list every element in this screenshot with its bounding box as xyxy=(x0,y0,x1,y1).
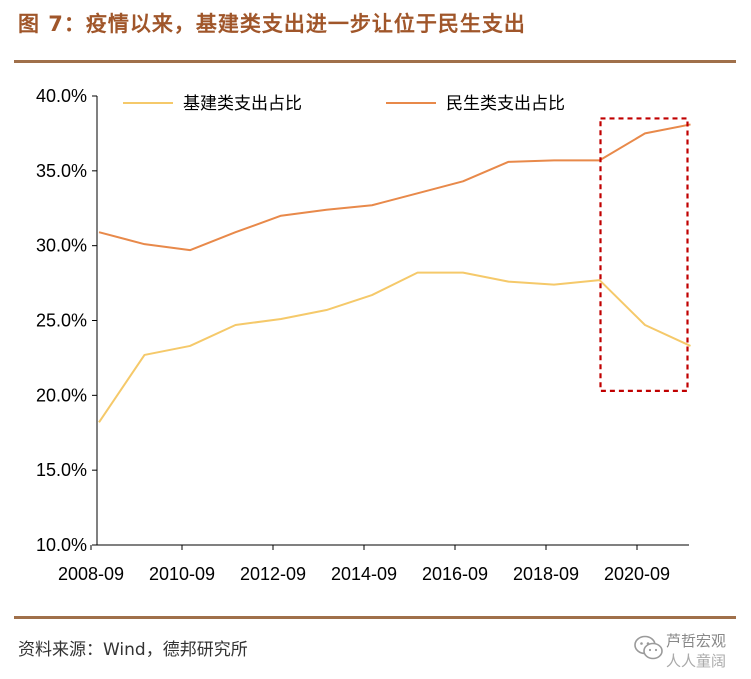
x-tick-label: 2008-09 xyxy=(58,564,124,584)
watermark-sub: 人人童阔 xyxy=(666,652,727,670)
series-line-livelihood xyxy=(98,123,691,252)
watermark: 芦哲宏观 人人童阔 xyxy=(634,628,746,676)
x-tick-label: 2016-09 xyxy=(422,564,488,584)
highlight-box xyxy=(599,117,689,392)
y-tick-label: 20.0% xyxy=(36,385,87,405)
y-tick-label: 25.0% xyxy=(36,311,87,331)
y-tick-label: 40.0% xyxy=(36,86,87,106)
series-line-infrastructure xyxy=(98,271,691,423)
x-tick-label: 2018-09 xyxy=(513,564,579,584)
x-axis: 2008-09 2010-09 2012-09 2014-09 2016-09 2018-… xyxy=(58,544,689,584)
legend-label: 民生类支出占比 xyxy=(446,94,565,114)
x-tick-label: 2014-09 xyxy=(331,564,397,584)
legend: 基建类支出占比 民生类支出占比 xyxy=(123,94,565,114)
x-tick-label: 2020-09 xyxy=(604,564,670,584)
x-tick-label: 2012-09 xyxy=(240,564,306,584)
watermark-name: 芦哲宏观 xyxy=(666,632,727,650)
source-note: 资料来源：Wind，德邦研究所 xyxy=(18,640,248,660)
legend-label: 基建类支出占比 xyxy=(183,94,302,114)
y-axis: 10.0% 15.0% 20.0% 25.0% 30.0% 35.0% 40.0% xyxy=(36,86,98,555)
wechat-icon xyxy=(634,635,663,660)
y-tick-label: 15.0% xyxy=(36,460,87,480)
y-tick-label: 35.0% xyxy=(36,161,87,181)
highlight-layer xyxy=(599,117,689,392)
x-tick-label: 2010-09 xyxy=(149,564,215,584)
top-divider xyxy=(14,60,736,63)
bottom-divider xyxy=(14,616,736,619)
line-chart: 10.0% 15.0% 20.0% 25.0% 30.0% 35.0% 40.0% 2008… xyxy=(36,86,691,584)
y-tick-label: 30.0% xyxy=(36,236,87,256)
figure-title: 图 7：疫情以来，基建类支出进一步让位于民生支出 xyxy=(18,12,526,36)
y-tick-label: 10.0% xyxy=(36,535,87,555)
series-layer xyxy=(98,123,691,423)
